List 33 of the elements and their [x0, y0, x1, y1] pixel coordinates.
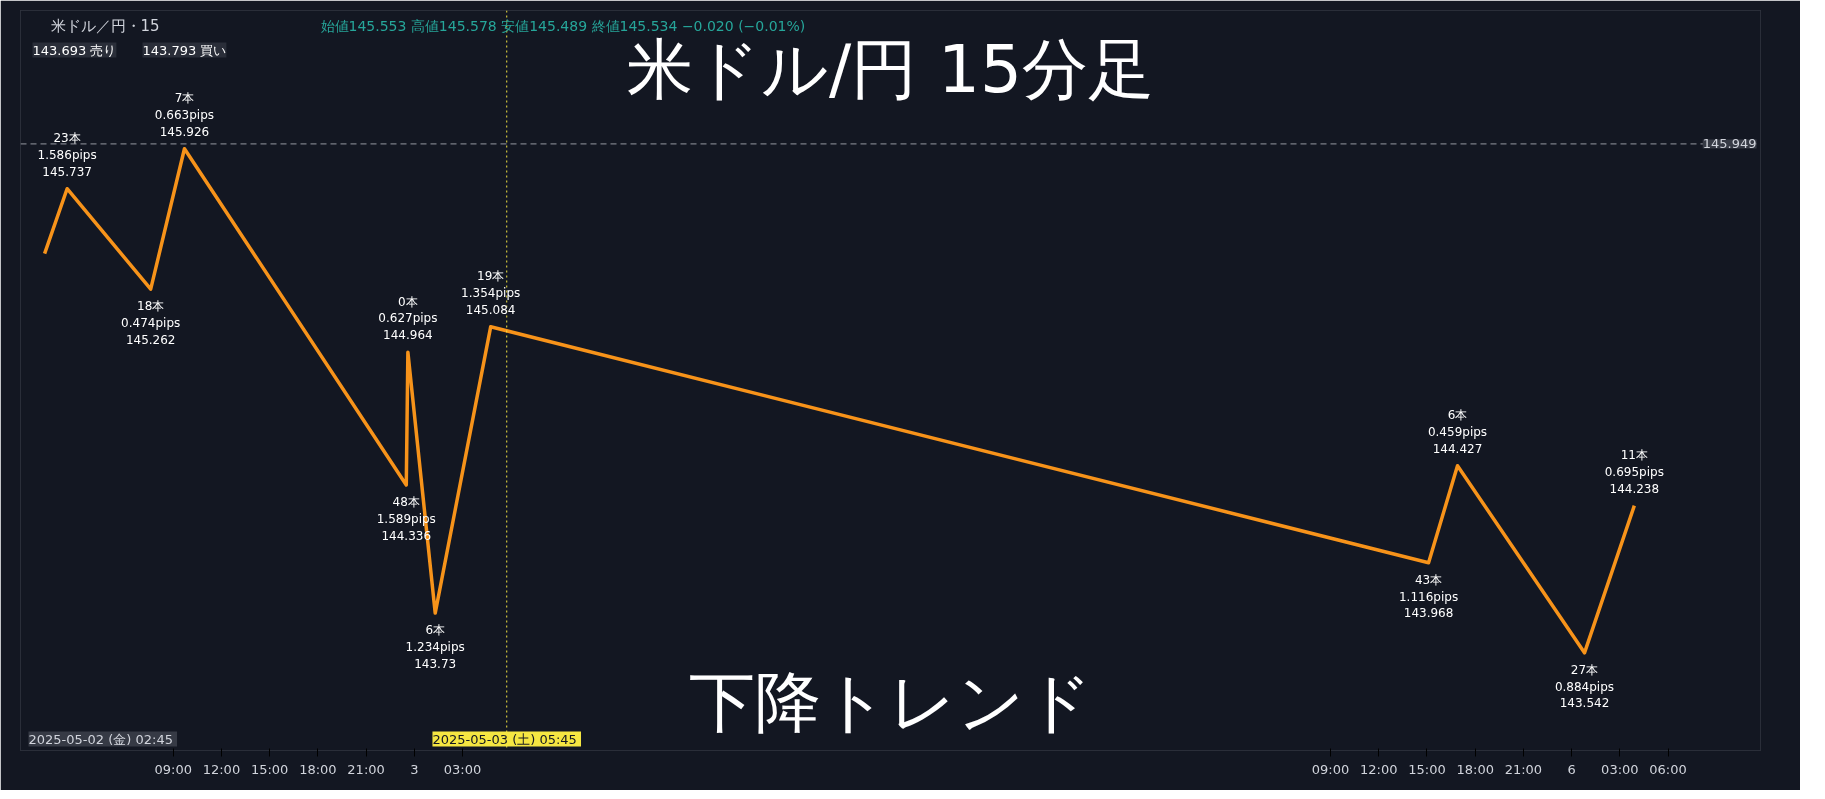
ref-line-label: 2025-05-03 (土) 05:45 — [432, 731, 577, 747]
annotation: 始値145.553 高値145.578 安値145.489 終値145.534 −0.020 (−0.01%) — [320, 17, 806, 34]
data-label: 18本 0.474pips 145.262 — [121, 299, 181, 347]
data-label: 0本 0.627pips 144.964 — [378, 294, 438, 343]
x-tick-label: 03:00 — [443, 761, 482, 777]
x-tick-label: 09:00 — [154, 761, 192, 777]
data-label: 6本 1.234pips 143.73 — [405, 623, 465, 671]
chart-subtitle: 米ドル／円・15 — [50, 16, 160, 35]
x-tick-label: 6 — [1567, 761, 1576, 777]
x-tick-label: 03:00 — [1601, 761, 1639, 777]
x-tick-label: 18:00 — [1456, 761, 1494, 777]
annotation: 下降トレンド — [688, 663, 1093, 741]
x-tick-label: 06:00 — [1649, 761, 1687, 777]
x-tick-label: 18:00 — [299, 761, 337, 777]
x-tick-label: 12:00 — [202, 761, 241, 777]
data-label: 43本 1.116pips 143.968 — [1398, 572, 1459, 621]
x-tick-label: 3 — [410, 761, 419, 777]
data-label: 19本 1.354pips 145.084 — [461, 269, 521, 317]
data-label: 11本 0.695pips 144.238 — [1604, 448, 1664, 496]
annotation: 143.693 売り — [32, 42, 117, 58]
data-label: 7本 0.663pips 145.926 — [154, 91, 215, 139]
ref-line-label: 145.949 — [1702, 136, 1757, 152]
annotation: 2025-05-02 (金) 02:45 — [28, 731, 173, 747]
x-tick-label: 15:00 — [1408, 761, 1446, 777]
x-tick-label: 21:00 — [1504, 761, 1543, 777]
x-tick-label: 15:00 — [250, 761, 289, 777]
data-label: 6本 0.459pips 144.427 — [1427, 408, 1488, 456]
x-tick-label: 09:00 — [1311, 761, 1350, 777]
data-label: 23本 1.586pips 145.737 — [37, 131, 97, 179]
annotation: 143.793 買い — [142, 42, 227, 58]
x-tick-label: 12:00 — [1360, 761, 1398, 777]
x-tick-label: 21:00 — [347, 761, 385, 777]
data-label: 27本 0.884pips 143.542 — [1554, 662, 1615, 711]
